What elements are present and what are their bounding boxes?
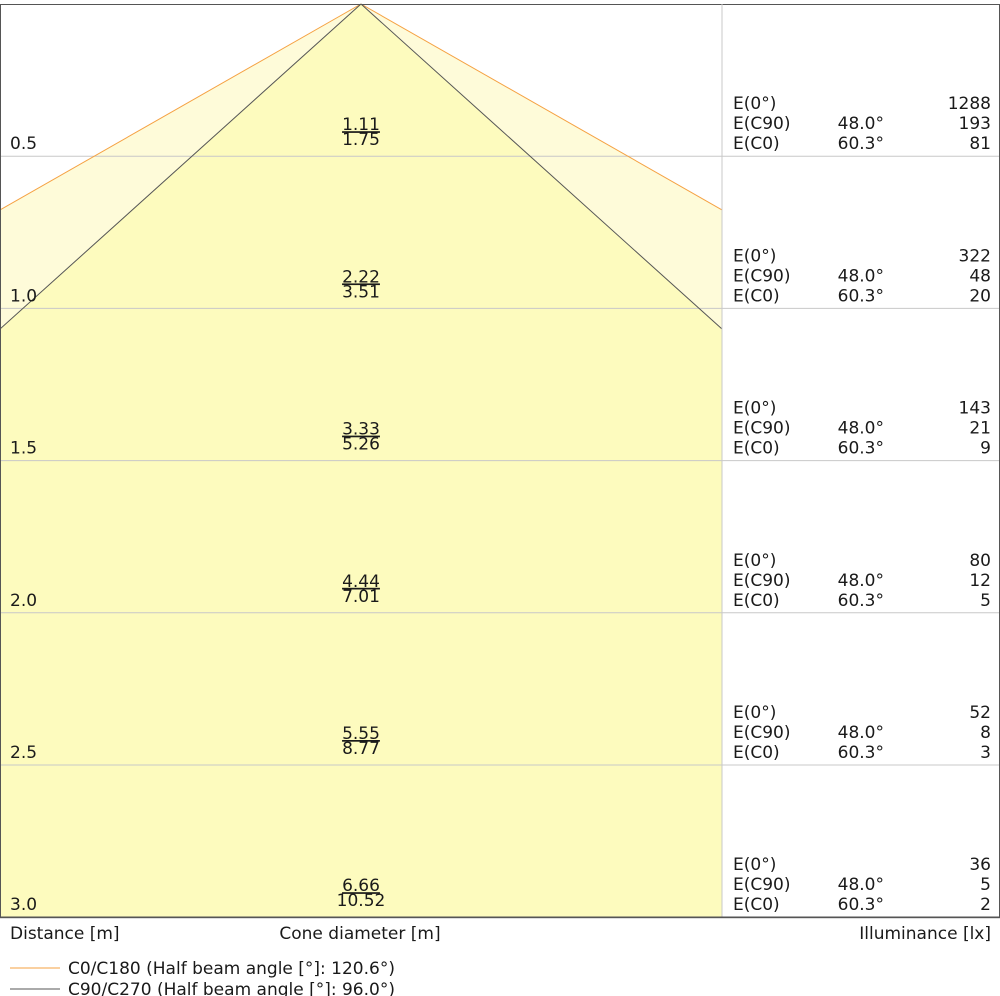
cone-diameter-c0-1.5: 5.26: [342, 435, 380, 455]
illuminance-angle-ec90-0.5: 48.0°: [838, 114, 884, 134]
cone-diameter-c0-0.5: 1.75: [342, 130, 380, 150]
distance-label-3.0: 3.0: [10, 895, 37, 915]
illuminance-value-ec90-1.0: 48: [969, 266, 991, 286]
x-axis-label-illuminance: Illuminance [lx]: [859, 924, 991, 944]
cone-diameter-c0-1.0: 3.51: [342, 282, 380, 302]
illuminance-value-ec0-2.5: 3: [980, 743, 991, 763]
illuminance-angle-ec0-1.5: 60.3°: [838, 439, 884, 459]
illuminance-value-ec90-1.5: 21: [969, 419, 991, 439]
cone-diameter-c90-2.5: 5.55: [342, 724, 380, 744]
distance-label-1.5: 1.5: [10, 439, 37, 459]
grid-lines: [0, 155, 1000, 766]
illuminance-label-e0-2.0: E(0°): [733, 551, 776, 571]
illuminance-label-ec0-0.5: E(C0): [733, 134, 780, 154]
illuminance-label-ec0-1.5: E(C0): [733, 439, 780, 459]
cone-edge-c0-left: [0, 3, 362, 211]
illuminance-value-ec90-2.0: 12: [969, 571, 991, 591]
distance-label-1.0: 1.0: [10, 286, 37, 306]
illuminance-label-ec90-1.5: E(C90): [733, 419, 791, 439]
illuminance-value-ec0-2.0: 5: [980, 591, 991, 611]
cone-diameter-c90-0.5: 1.11: [342, 115, 380, 135]
illuminance-angle-ec0-2.5: 60.3°: [838, 743, 884, 763]
distance-label-0.5: 0.5: [10, 134, 37, 154]
distance-label-2.0: 2.0: [10, 591, 37, 611]
illuminance-angle-ec0-1.0: 60.3°: [838, 286, 884, 306]
illuminance-value-e0-1.0: 322: [959, 246, 991, 266]
row-labels: 0.5 1.111.75 E(0°) 1288 E(C90) 48.0° 193 E(C0) 6…: [10, 94, 991, 915]
illuminance-label-ec90-3.0: E(C90): [733, 875, 791, 895]
illuminance-value-e0-2.0: 80: [969, 551, 991, 571]
legend-label-c0: C0/C180 (Half beam angle [°]: 120.6°): [68, 959, 395, 979]
illuminance-label-ec0-2.0: E(C0): [733, 591, 780, 611]
illuminance-value-e0-1.5: 143: [959, 399, 991, 419]
cone-diameter-c90-3.0: 6.66: [342, 876, 380, 896]
illuminance-label-ec90-0.5: E(C90): [733, 114, 791, 134]
illuminance-angle-ec90-2.5: 48.0°: [838, 723, 884, 743]
cone-diameter-c0-2.5: 8.77: [342, 739, 380, 759]
cone-diameter-c90-2.0: 4.44: [342, 572, 380, 592]
illuminance-angle-ec90-2.0: 48.0°: [838, 571, 884, 591]
illuminance-value-ec0-1.0: 20: [969, 286, 991, 306]
illuminance-value-e0-0.5: 1288: [948, 94, 991, 114]
illuminance-label-e0-1.5: E(0°): [733, 399, 776, 419]
cone-edge-c90-left: [0, 3, 362, 330]
cone-diameter-c0-3.0: 10.52: [337, 891, 386, 911]
illuminance-angle-ec0-0.5: 60.3°: [838, 134, 884, 154]
illuminance-angle-ec0-3.0: 60.3°: [838, 895, 884, 915]
illuminance-label-ec90-2.5: E(C90): [733, 723, 791, 743]
illuminance-label-e0-0.5: E(0°): [733, 94, 776, 114]
illuminance-label-ec0-2.5: E(C0): [733, 743, 780, 763]
legend: C0/C180 (Half beam angle [°]: 120.6°) C9…: [10, 959, 395, 996]
illuminance-label-ec90-2.0: E(C90): [733, 571, 791, 591]
illuminance-angle-ec90-3.0: 48.0°: [838, 875, 884, 895]
illuminance-value-e0-3.0: 36: [969, 855, 991, 875]
illuminance-angle-ec0-2.0: 60.3°: [838, 591, 884, 611]
illuminance-value-ec0-0.5: 81: [969, 134, 991, 154]
illuminance-value-ec0-1.5: 9: [980, 439, 991, 459]
illuminance-value-ec90-0.5: 193: [959, 114, 991, 134]
cone-diameter-c90-1.0: 2.22: [342, 267, 380, 287]
cone-edge-c90-right: [360, 3, 723, 330]
illuminance-value-ec0-3.0: 2: [980, 895, 991, 915]
cone-diameter-c90-1.5: 3.33: [342, 420, 380, 440]
illuminance-value-ec90-3.0: 5: [980, 875, 991, 895]
illuminance-value-e0-2.5: 52: [969, 703, 991, 723]
cone-edge-c0-right: [360, 3, 723, 211]
illuminance-label-e0-2.5: E(0°): [733, 703, 776, 723]
illuminance-value-ec90-2.5: 8: [980, 723, 991, 743]
x-axis-label-distance: Distance [m]: [10, 924, 120, 944]
illuminance-label-ec0-1.0: E(C0): [733, 286, 780, 306]
legend-label-c90: C90/C270 (Half beam angle [°]: 96.0°): [68, 980, 395, 996]
cone-diameter-c0-2.0: 7.01: [342, 587, 380, 607]
x-axis-label-cone-diameter: Cone diameter [m]: [279, 924, 440, 944]
illuminance-label-e0-1.0: E(0°): [733, 246, 776, 266]
illuminance-label-e0-3.0: E(0°): [733, 855, 776, 875]
illuminance-label-ec90-1.0: E(C90): [733, 266, 791, 286]
illuminance-angle-ec90-1.5: 48.0°: [838, 419, 884, 439]
illuminance-angle-ec90-1.0: 48.0°: [838, 266, 884, 286]
distance-label-2.5: 2.5: [10, 743, 37, 763]
illuminance-label-ec0-3.0: E(C0): [733, 895, 780, 915]
cone-edge-lines: [0, 3, 723, 330]
